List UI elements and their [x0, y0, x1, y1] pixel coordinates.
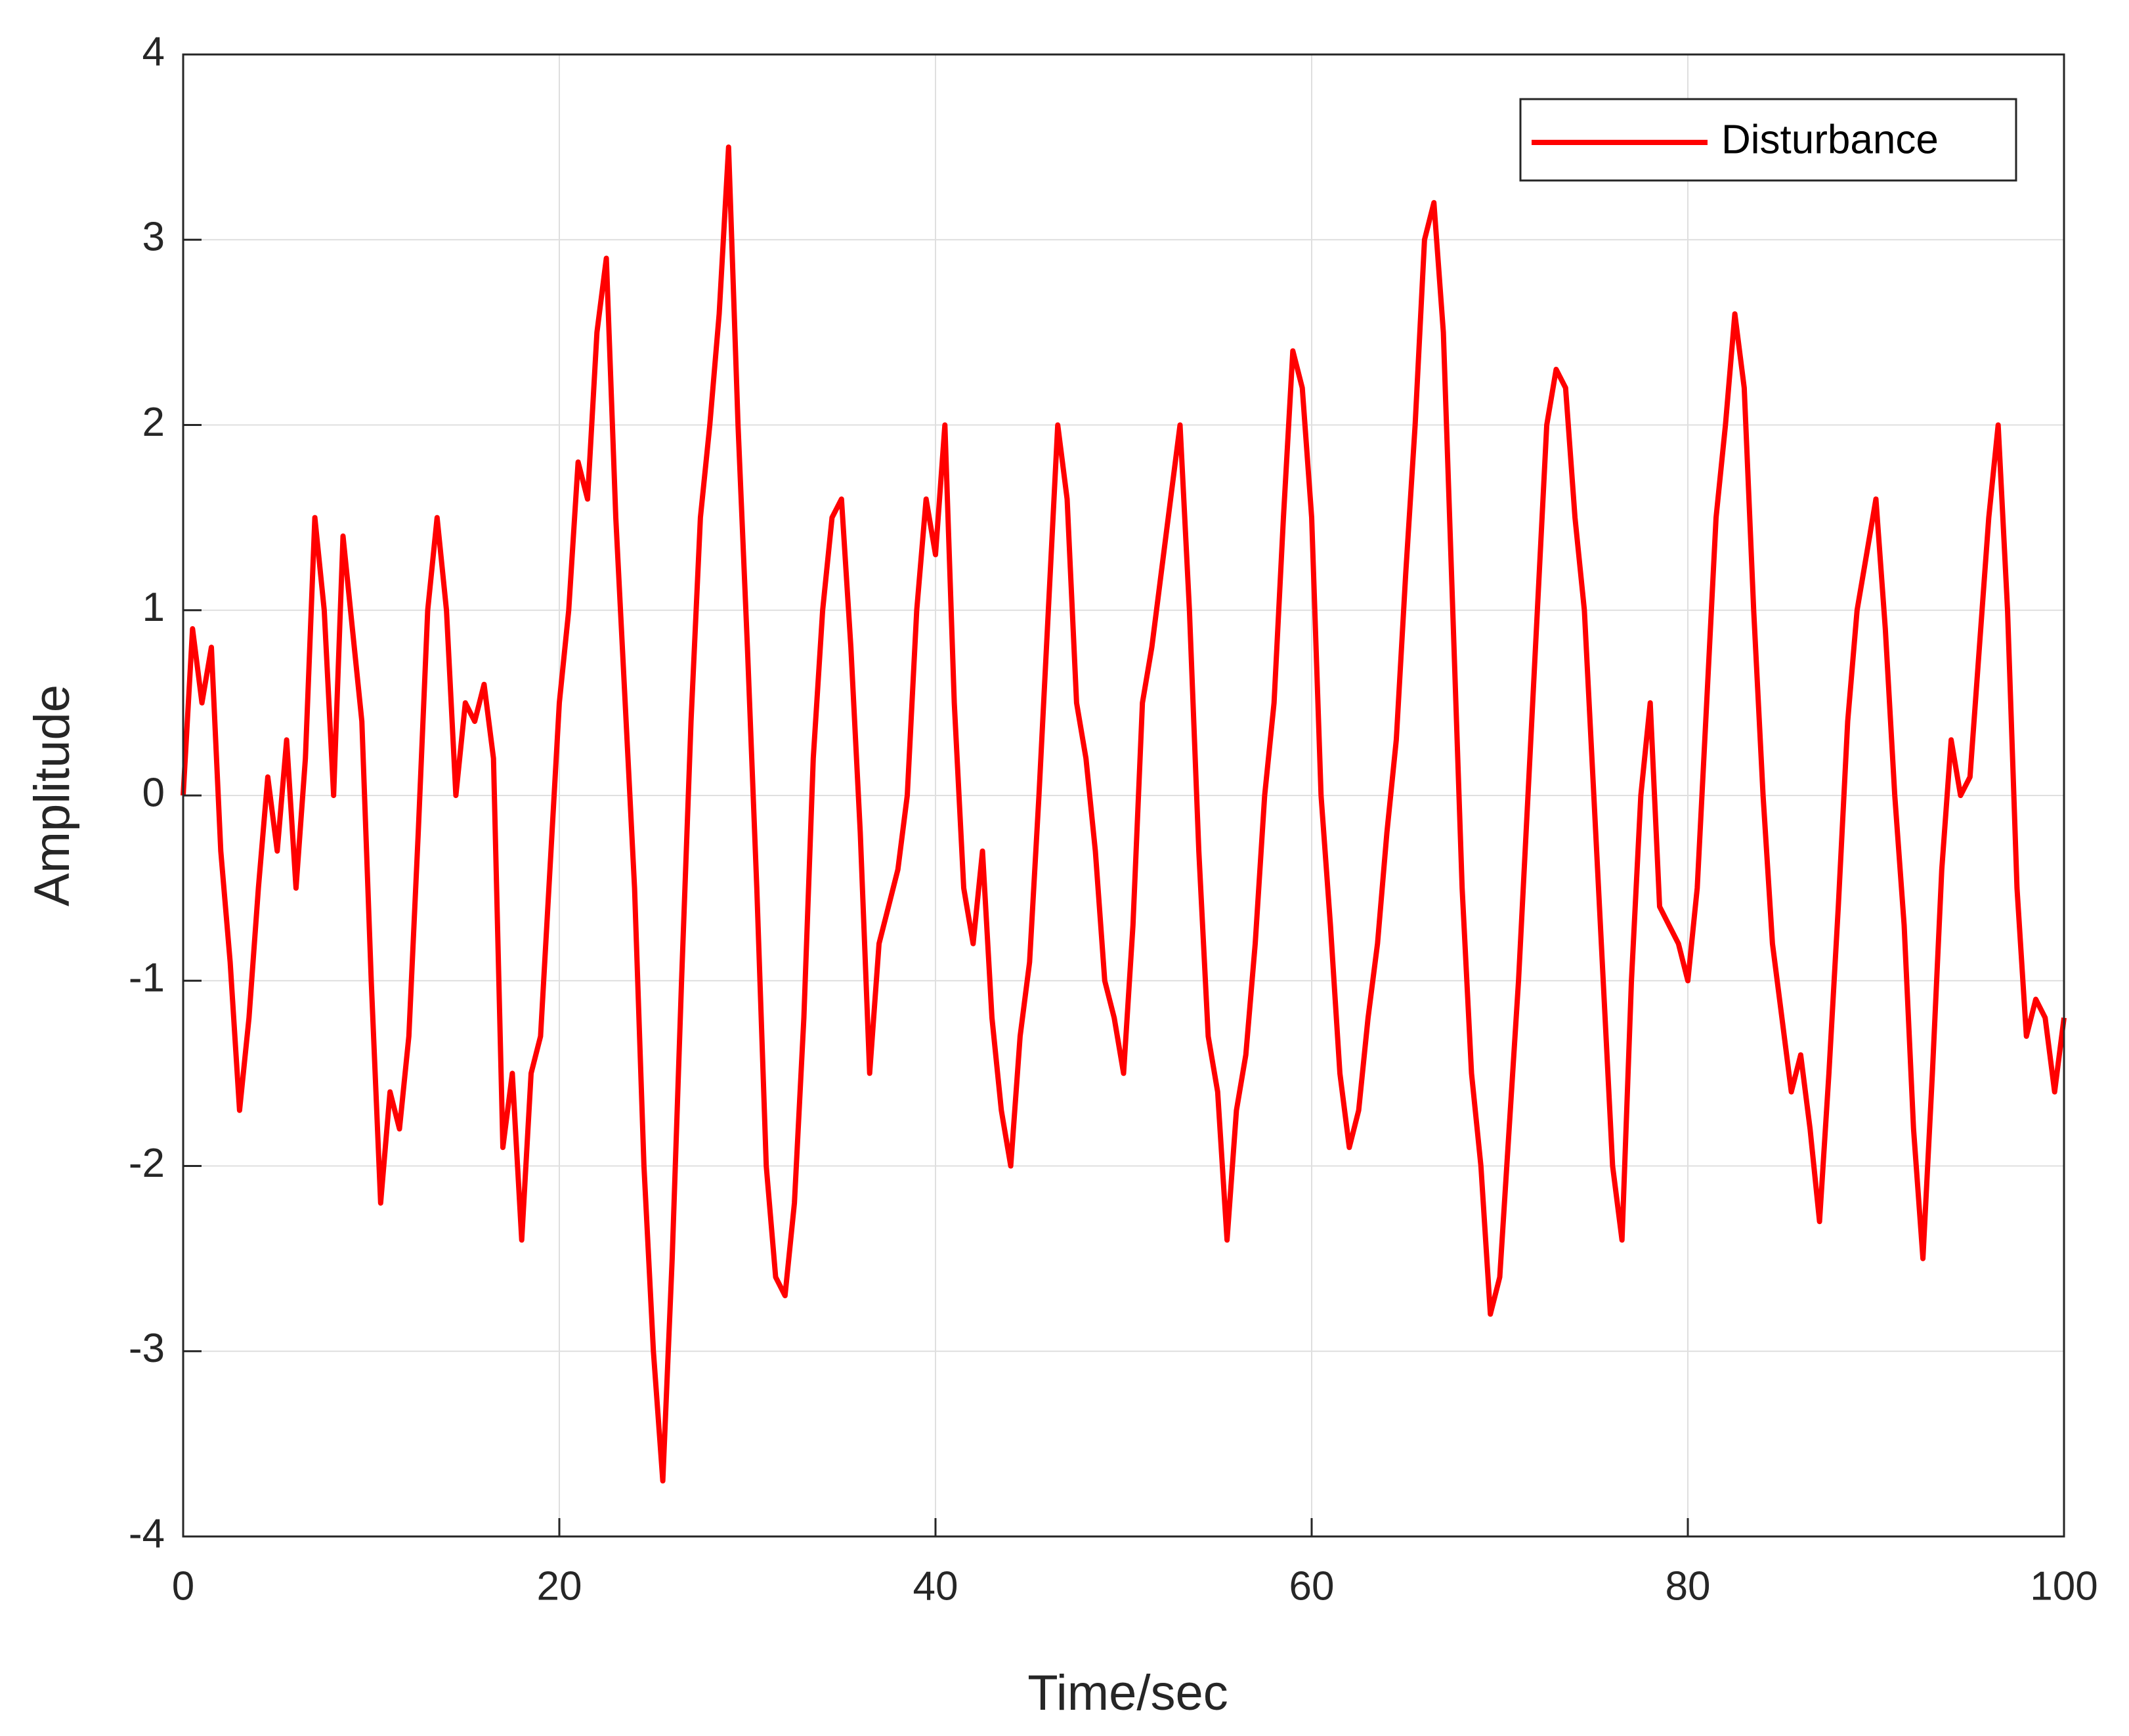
y-tick-label: 4 [142, 29, 165, 74]
y-tick-label: -4 [129, 1511, 165, 1556]
grid [183, 54, 2065, 1537]
y-tick-label: 2 [142, 400, 165, 445]
x-axis-label: Time/sec [1027, 1665, 1228, 1721]
y-tick-label: 0 [142, 770, 165, 815]
x-tick-label: 80 [1666, 1563, 1711, 1609]
y-tick-label: 3 [142, 215, 165, 260]
x-tick-label: 60 [1289, 1563, 1335, 1609]
y-tick-label: -1 [129, 956, 165, 1001]
plot-lines [181, 144, 2067, 1484]
y-tick-label: 1 [142, 585, 165, 630]
x-tick-label: 100 [2030, 1563, 2097, 1609]
legend-label: Disturbance [1721, 117, 1939, 162]
data-line [181, 144, 2067, 1484]
y-tick-label: -3 [129, 1326, 165, 1371]
y-axis-label: Amplitude [24, 685, 80, 906]
x-tick-label: 0 [172, 1563, 194, 1609]
legend: Disturbance [1519, 98, 2017, 182]
y-tick-label: -2 [129, 1141, 165, 1186]
x-tick-label: 20 [537, 1563, 582, 1609]
x-tick-label: 40 [913, 1563, 958, 1609]
